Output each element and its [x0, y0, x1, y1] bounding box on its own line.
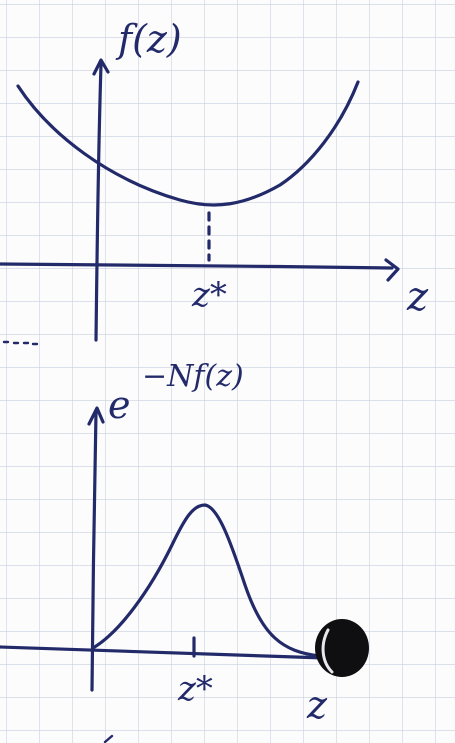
binder-ring-highlight	[321, 628, 334, 674]
top-y-label: f(z)	[115, 17, 182, 61]
top-plot: f(z) z z*	[0, 17, 429, 346]
bottom-x-axis	[0, 645, 327, 660]
bottom-peak-label: z*	[177, 669, 213, 709]
bottom-y-axis-arrow	[87, 406, 105, 426]
top-x-axis-arrow	[384, 258, 400, 282]
top-y-axis-arrow	[92, 58, 110, 76]
bottom-y-axis	[90, 410, 98, 692]
bottom-y-label-base: e	[108, 383, 131, 427]
bottom-y-label-exponent: −Nf(z)	[142, 359, 244, 394]
top-stray-marks	[2, 340, 39, 346]
bottom-x-label: z	[306, 683, 328, 727]
bottom-plot: e −Nf(z) z z*	[0, 359, 369, 743]
binder-ring-hole	[315, 619, 369, 677]
top-x-axis	[0, 262, 394, 270]
top-x-label: z	[406, 274, 429, 320]
bottom-stray-mark	[103, 734, 114, 743]
top-y-axis	[94, 63, 103, 342]
top-minimum-label: z*	[191, 275, 227, 315]
peak-curve-exp	[91, 503, 322, 658]
convex-curve-f	[16, 80, 360, 207]
